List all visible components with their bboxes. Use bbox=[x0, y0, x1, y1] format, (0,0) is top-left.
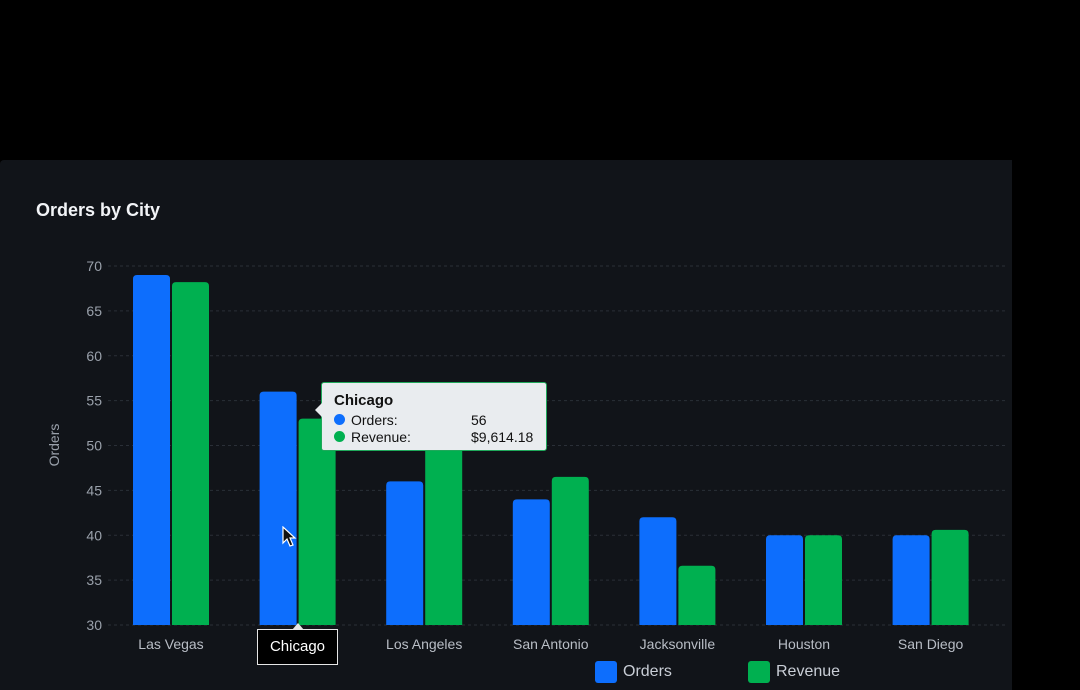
revenue-dot-icon bbox=[334, 431, 345, 442]
legend-item-revenue[interactable]: Revenue bbox=[748, 660, 840, 684]
tooltip-row-orders: Orders: 56 bbox=[334, 411, 546, 428]
tooltip-revenue-label: Revenue: bbox=[351, 428, 411, 445]
orders-swatch-icon bbox=[595, 661, 617, 683]
x-tick-label: San Diego bbox=[898, 636, 964, 652]
bar-orders bbox=[512, 499, 550, 625]
tooltip-row-revenue: Revenue: $9,614.18 bbox=[334, 428, 546, 445]
revenue-swatch-icon bbox=[748, 661, 770, 683]
bar-orders bbox=[386, 481, 424, 625]
bar-orders bbox=[766, 535, 803, 625]
x-axis-hover-label: Chicago bbox=[257, 623, 338, 665]
orders-dot-icon bbox=[334, 414, 345, 425]
bar-orders bbox=[259, 391, 297, 625]
y-tick-label: 45 bbox=[86, 482, 102, 498]
bar-orders bbox=[133, 274, 170, 625]
tooltip-orders-value: 56 bbox=[471, 411, 487, 428]
y-tick-label: 55 bbox=[86, 393, 102, 409]
x-tick-label: Houston bbox=[778, 636, 830, 652]
bar-orders bbox=[639, 517, 677, 625]
y-tick-label: 50 bbox=[86, 438, 102, 454]
bar-revenue bbox=[678, 565, 716, 625]
legend-item-orders[interactable]: Orders bbox=[595, 660, 672, 684]
bar-revenue bbox=[172, 282, 209, 625]
y-tick-label: 30 bbox=[86, 617, 102, 633]
legend-label-orders: Orders bbox=[623, 663, 672, 680]
tooltip-title: Chicago bbox=[334, 392, 394, 409]
bar-revenue bbox=[425, 445, 463, 625]
y-tick-label: 65 bbox=[86, 303, 102, 319]
y-axis-label: Orders bbox=[46, 424, 62, 467]
tooltip-orders-label: Orders: bbox=[351, 411, 398, 428]
y-tick-label: 60 bbox=[86, 348, 102, 364]
x-tick-label: Jacksonville bbox=[640, 636, 716, 652]
chart-tooltip: Chicago Orders: 56 Revenue: $9,614.18 bbox=[315, 382, 547, 451]
legend-label-revenue: Revenue bbox=[776, 663, 841, 680]
x-tick-label: San Antonio bbox=[513, 636, 589, 652]
bar-revenue bbox=[298, 418, 336, 625]
x-tick-label: Las Vegas bbox=[138, 636, 203, 652]
bar-orders bbox=[892, 535, 930, 625]
y-tick-label: 35 bbox=[86, 572, 102, 588]
x-tick-label: Los Angeles bbox=[386, 636, 462, 652]
mouse-pointer-icon bbox=[282, 526, 297, 547]
bar-revenue bbox=[931, 529, 969, 625]
chart-title: Orders by City bbox=[36, 200, 161, 220]
bar-revenue bbox=[551, 476, 589, 625]
chart-panel: Orders by City 30 35 40 45 50 55 60 65 70 Orders L… bbox=[0, 160, 1012, 690]
tooltip-revenue-value: $9,614.18 bbox=[471, 428, 534, 445]
y-tick-label: 40 bbox=[86, 527, 102, 543]
bar-chart: 30 35 40 45 50 55 60 65 70 Orders Las Vegas Los Ang… bbox=[46, 258, 1008, 652]
bar-revenue bbox=[805, 535, 842, 625]
y-tick-label: 70 bbox=[86, 258, 102, 274]
